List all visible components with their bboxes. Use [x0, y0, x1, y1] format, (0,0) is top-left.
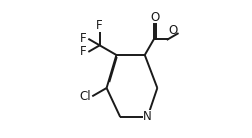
Text: Cl: Cl — [79, 90, 90, 103]
Text: F: F — [80, 45, 87, 58]
Text: N: N — [143, 111, 151, 124]
Text: F: F — [96, 19, 103, 32]
Text: F: F — [80, 32, 87, 45]
Text: O: O — [150, 11, 159, 24]
Text: O: O — [168, 24, 177, 37]
